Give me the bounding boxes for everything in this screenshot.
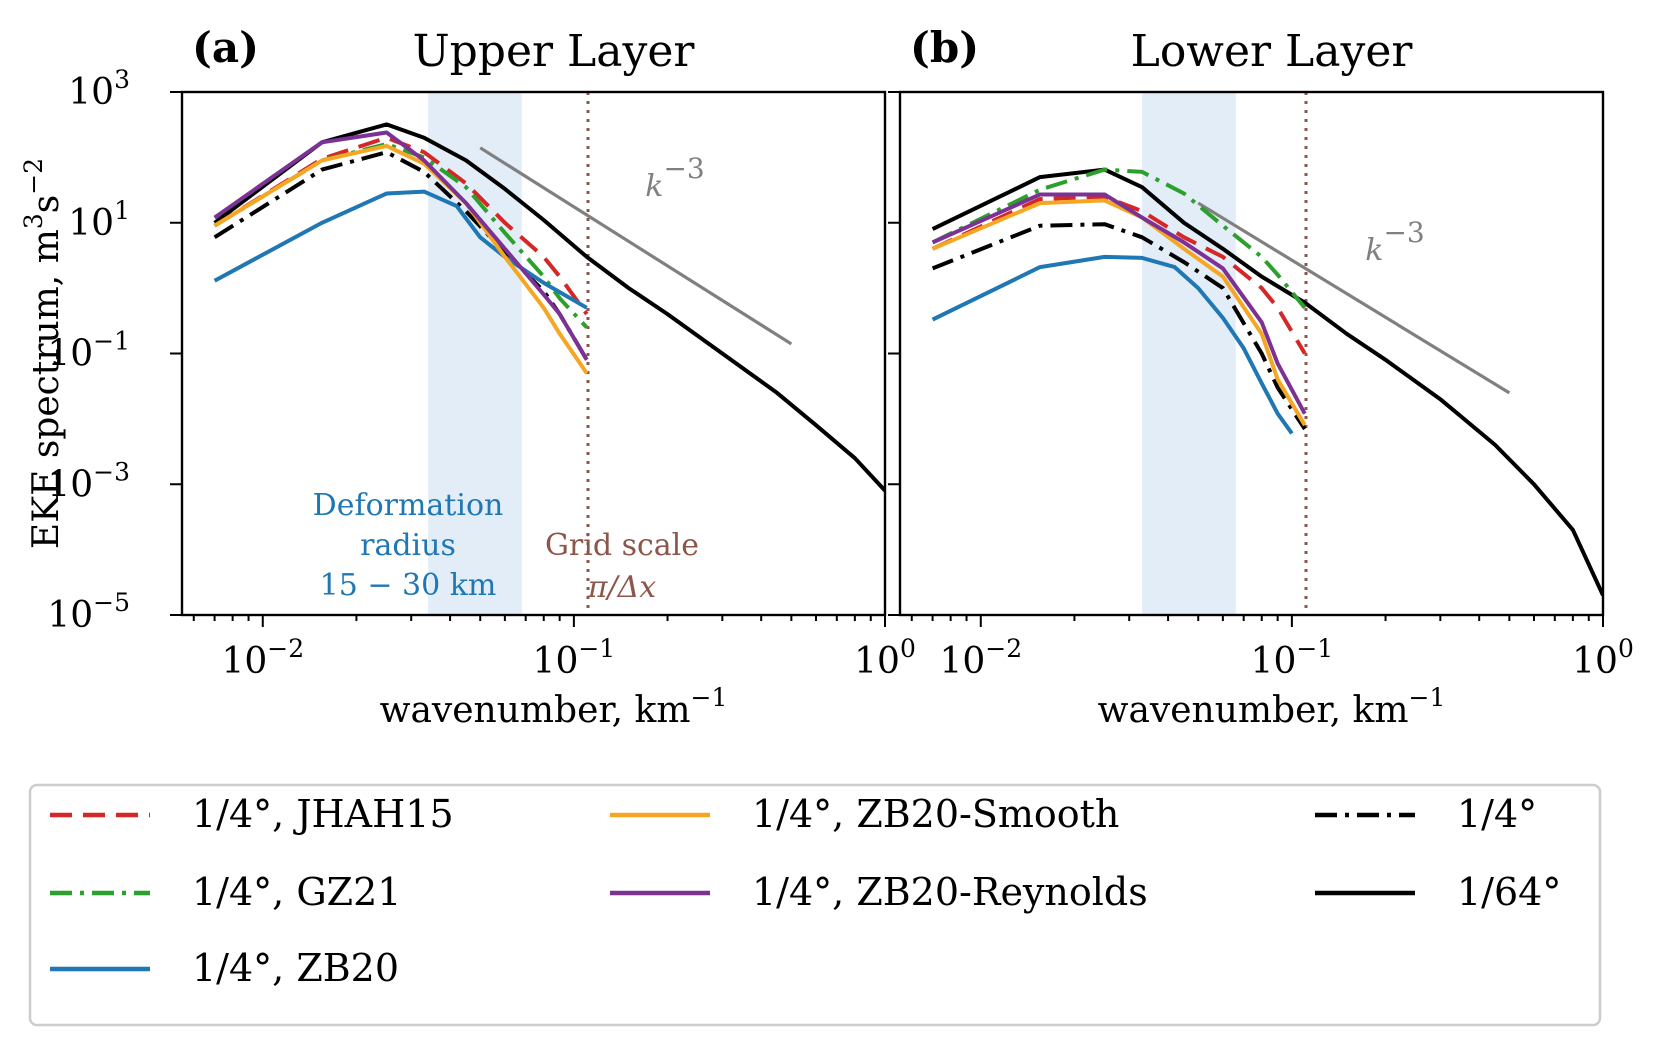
x-axis-label: wavenumber, km−1 bbox=[1098, 683, 1446, 731]
legend-item-coarse: 1/4° bbox=[1315, 792, 1537, 836]
panel-title: Lower Layer bbox=[1131, 26, 1414, 77]
legend-item-fine: 1/64° bbox=[1315, 870, 1561, 914]
x-tick-label: 10−2 bbox=[221, 634, 304, 682]
series-line-zb20 bbox=[213, 189, 588, 310]
grid-scale-label: π/Δx bbox=[587, 570, 656, 605]
series-line-gz21 bbox=[213, 142, 589, 329]
y-tick-label: 10−5 bbox=[47, 588, 130, 636]
x-axis-label: wavenumber, km−1 bbox=[380, 683, 728, 731]
legend-label: 1/4°, ZB20-Reynolds bbox=[752, 870, 1148, 914]
legend-item-gz21: 1/4°, GZ21 bbox=[50, 870, 401, 914]
series-line-zb20-smooth bbox=[931, 198, 1307, 427]
series-line-fine bbox=[213, 122, 885, 492]
x-tick-label: 10−1 bbox=[1251, 634, 1334, 682]
deformation-radius-label: Deformation bbox=[313, 488, 504, 523]
legend-label: 1/4°, GZ21 bbox=[192, 870, 401, 914]
series-line-jhah15 bbox=[931, 194, 1307, 355]
panel-tag: (a) bbox=[192, 23, 259, 72]
series-line-gz21 bbox=[931, 167, 1307, 310]
y-tick-label: 103 bbox=[68, 65, 130, 113]
legend-item-jhah15: 1/4°, JHAH15 bbox=[50, 792, 454, 836]
panel-a: 10−2 10−1 100 103 101 10−1 10−3 10−5 (a) Upper La… bbox=[19, 23, 916, 731]
x-tick-label: 10−1 bbox=[533, 634, 616, 682]
y-tick-label: 101 bbox=[68, 196, 130, 244]
series-line-jhah15 bbox=[213, 135, 589, 316]
panel-tag: (b) bbox=[910, 23, 979, 72]
k-minus-3-label: k−3 bbox=[1365, 216, 1424, 268]
k-minus-3-reference-line bbox=[479, 146, 793, 346]
x-tick-label: 10−2 bbox=[939, 634, 1022, 682]
y-tick-label: 10−3 bbox=[47, 457, 130, 505]
deformation-radius-label: 15 − 30 km bbox=[320, 568, 497, 603]
deformation-radius-band bbox=[1142, 92, 1236, 615]
legend: 1/4°, JHAH15 1/4°, GZ21 1/4°, ZB20 1/4°, ZB… bbox=[28, 783, 1602, 1027]
y-tick-label: 10−1 bbox=[47, 327, 130, 375]
panel-b: 10−2 10−1 100 (b) Lower Layer wavenumber, km−… bbox=[888, 23, 1634, 731]
legend-frame bbox=[28, 783, 1602, 1027]
plot-area bbox=[213, 92, 885, 615]
legend-item-zb20: 1/4°, ZB20 bbox=[50, 946, 399, 990]
legend-label: 1/4°, JHAH15 bbox=[192, 792, 454, 836]
legend-label: 1/4°, ZB20 bbox=[192, 946, 399, 990]
legend-label: 1/4°, ZB20-Smooth bbox=[752, 792, 1119, 836]
series-line-zb20 bbox=[931, 254, 1294, 435]
legend-label: 1/4° bbox=[1457, 792, 1537, 836]
series-line-zb20-reynolds bbox=[931, 192, 1307, 415]
series-line-zb20-reynolds bbox=[213, 130, 589, 361]
deformation-radius-label: radius bbox=[360, 528, 456, 563]
legend-item-zb20-reynolds: 1/4°, ZB20-Reynolds bbox=[610, 870, 1148, 914]
x-tick-label: 100 bbox=[854, 634, 916, 682]
series-line-fine bbox=[931, 167, 1603, 597]
grid-scale-label: Grid scale bbox=[545, 528, 699, 563]
k-minus-3-reference-line bbox=[1197, 201, 1511, 395]
y-axis-label: EKE spectrum, m3s−2 bbox=[19, 158, 67, 549]
x-tick-label: 100 bbox=[1572, 634, 1634, 682]
axes-frame bbox=[898, 90, 1605, 617]
series-line-coarse bbox=[931, 222, 1307, 431]
legend-label: 1/64° bbox=[1457, 870, 1561, 914]
panel-title: Upper Layer bbox=[413, 26, 696, 77]
legend-item-zb20-smooth: 1/4°, ZB20-Smooth bbox=[610, 792, 1119, 836]
plot-area bbox=[931, 92, 1603, 615]
k-minus-3-label: k−3 bbox=[645, 152, 704, 204]
